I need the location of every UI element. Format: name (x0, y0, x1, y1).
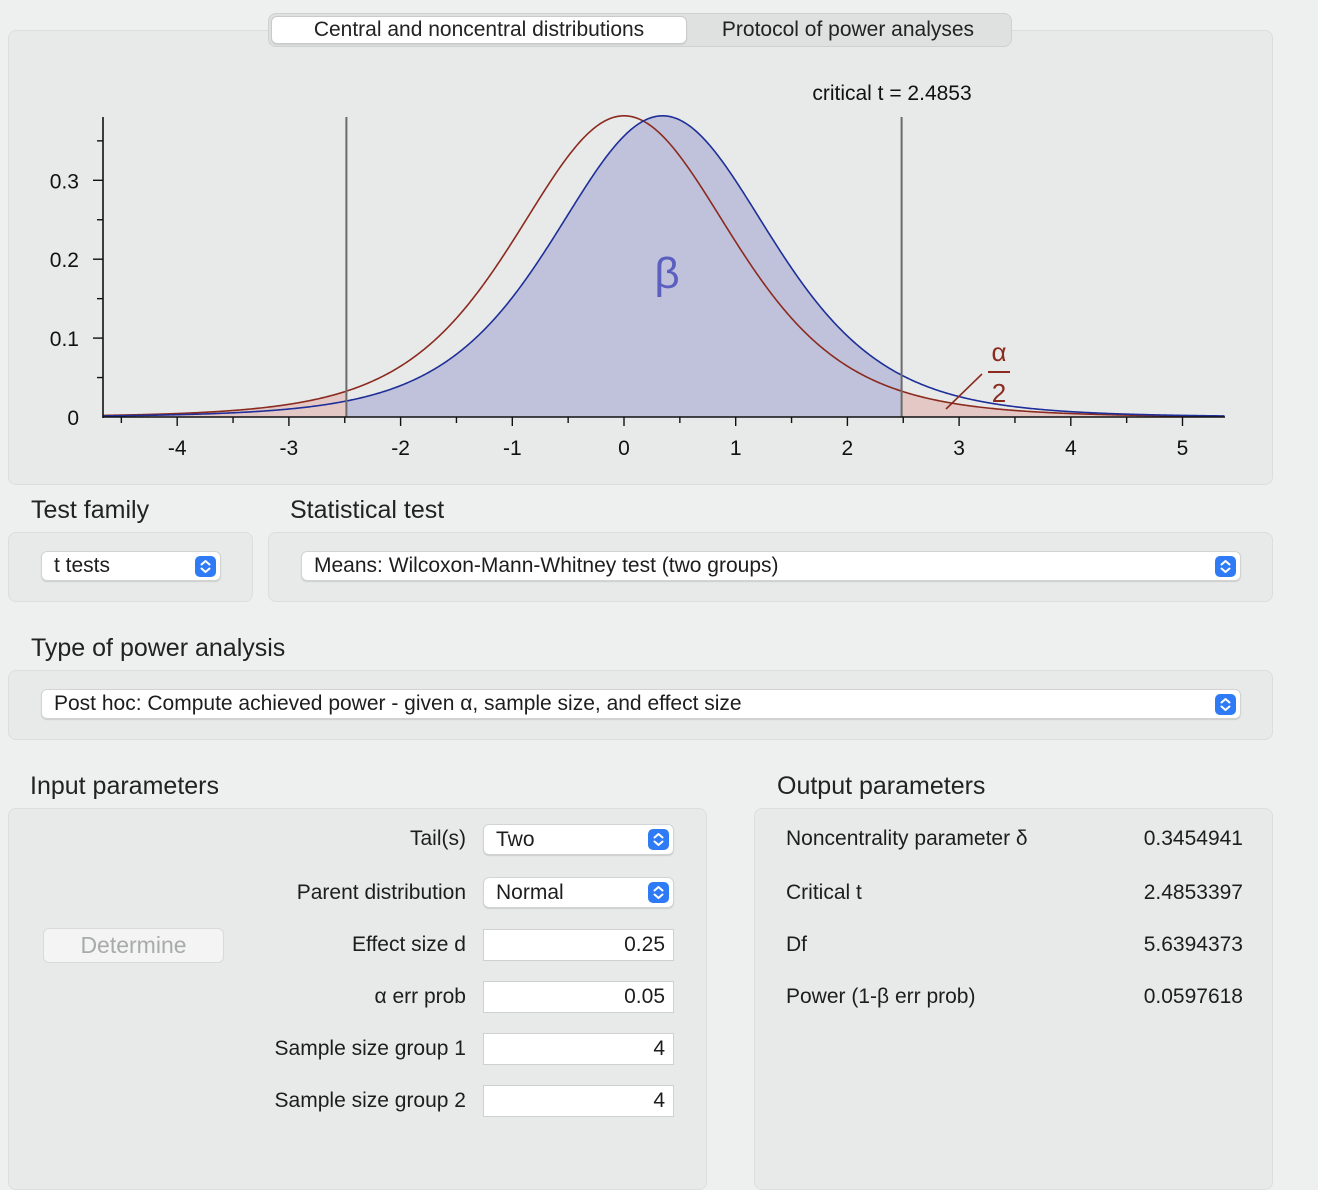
x-tick-label: -2 (391, 437, 410, 460)
beta-annotation: β (654, 249, 679, 298)
test-family-title: Test family (31, 496, 150, 524)
x-tick-label: 3 (953, 437, 965, 460)
y-tick-label: 0.3 (50, 170, 79, 193)
effect-size-field[interactable]: 0.25 (483, 929, 674, 961)
alpha-label: α err prob (374, 985, 466, 1008)
sample-size-2-label: Sample size group 2 (274, 1089, 466, 1112)
critical-t-value: 2.4853397 (1143, 881, 1243, 904)
power-analysis-title: Type of power analysis (31, 634, 286, 662)
x-tick-label: 2 (842, 437, 854, 460)
x-tick-label: 4 (1065, 437, 1077, 460)
statistical-test-value: Means: Wilcoxon-Mann-Whitney test (two g… (314, 554, 779, 577)
tab-bar: Central and noncentral distributions Pro… (268, 13, 1012, 47)
x-tick-label: -3 (280, 437, 299, 460)
central-curve (102, 115, 1225, 418)
x-tick-label: -1 (503, 437, 522, 460)
output-parameters-title: Output parameters (777, 772, 986, 800)
x-tick-label: 1 (730, 437, 742, 460)
critical-t-annotation: critical t = 2.4853 (812, 82, 971, 105)
beta-area (346, 115, 902, 417)
tails-select[interactable]: Two (483, 824, 674, 855)
chevron-updown-icon (1215, 556, 1236, 577)
chevron-updown-icon (195, 556, 216, 577)
x-tick-label: -4 (168, 437, 187, 460)
critical-t-label: Critical t (786, 881, 862, 904)
y-tick-label: 0 (67, 407, 79, 430)
y-tick-label: 0.2 (50, 249, 79, 272)
tab-protocol[interactable]: Protocol of power analyses (721, 18, 975, 41)
power-analysis-select[interactable]: Post hoc: Compute achieved power - given… (41, 689, 1241, 719)
power-value: 0.0597618 (1143, 985, 1243, 1008)
statistical-test-title: Statistical test (290, 496, 445, 524)
df-label: Df (786, 933, 807, 956)
chevron-updown-icon (648, 829, 669, 850)
power-label: Power (1-β err prob) (786, 985, 976, 1008)
chevron-updown-icon (648, 882, 669, 903)
effect-size-label: Effect size d (351, 933, 466, 956)
alpha-pointer-line (945, 373, 983, 410)
sample-size-1-label: Sample size group 1 (274, 1037, 466, 1060)
determine-button[interactable]: Determine (43, 928, 224, 963)
x-tick-label: 0 (618, 437, 630, 460)
x-tick-label: 5 (1177, 437, 1189, 460)
noncentral-curve (102, 115, 1225, 417)
statistical-test-select[interactable]: Means: Wilcoxon-Mann-Whitney test (two g… (301, 551, 1241, 581)
noncentrality-value: 0.3454941 (1143, 827, 1243, 850)
parent-distribution-value: Normal (496, 880, 564, 904)
tails-label: Tail(s) (410, 827, 466, 850)
output-parameters-panel (754, 808, 1273, 1190)
noncentrality-label: Noncentrality parameter δ (786, 827, 1028, 850)
chevron-updown-icon (1215, 694, 1236, 715)
alpha-denominator: 2 (992, 378, 1006, 408)
tails-value: Two (496, 827, 535, 851)
test-family-value: t tests (54, 554, 111, 577)
power-analysis-value: Post hoc: Compute achieved power - given… (54, 692, 742, 715)
alpha-right-tail-area (901, 391, 1225, 417)
distribution-chart: -4 -3 -2 -1 0 1 2 3 4 5 0 0.1 0.2 0.3 critical t = 2.… (50, 82, 1225, 460)
parent-distribution-label: Parent distribution (296, 881, 466, 904)
df-value: 5.6394373 (1143, 933, 1243, 956)
tab-distributions[interactable]: Central and noncentral distributions (271, 16, 687, 44)
input-parameters-title: Input parameters (30, 772, 219, 800)
input-parameters-panel (8, 808, 707, 1190)
sample-size-1-field[interactable]: 4 (483, 1033, 674, 1065)
parent-distribution-select[interactable]: Normal (483, 877, 674, 908)
alpha-numerator: α (991, 337, 1006, 367)
y-tick-label: 0.1 (50, 328, 79, 351)
alpha-left-tail-area (103, 391, 347, 417)
alpha-field[interactable]: 0.05 (483, 981, 674, 1013)
test-family-select[interactable]: t tests (41, 551, 221, 581)
sample-size-2-field[interactable]: 4 (483, 1085, 674, 1117)
